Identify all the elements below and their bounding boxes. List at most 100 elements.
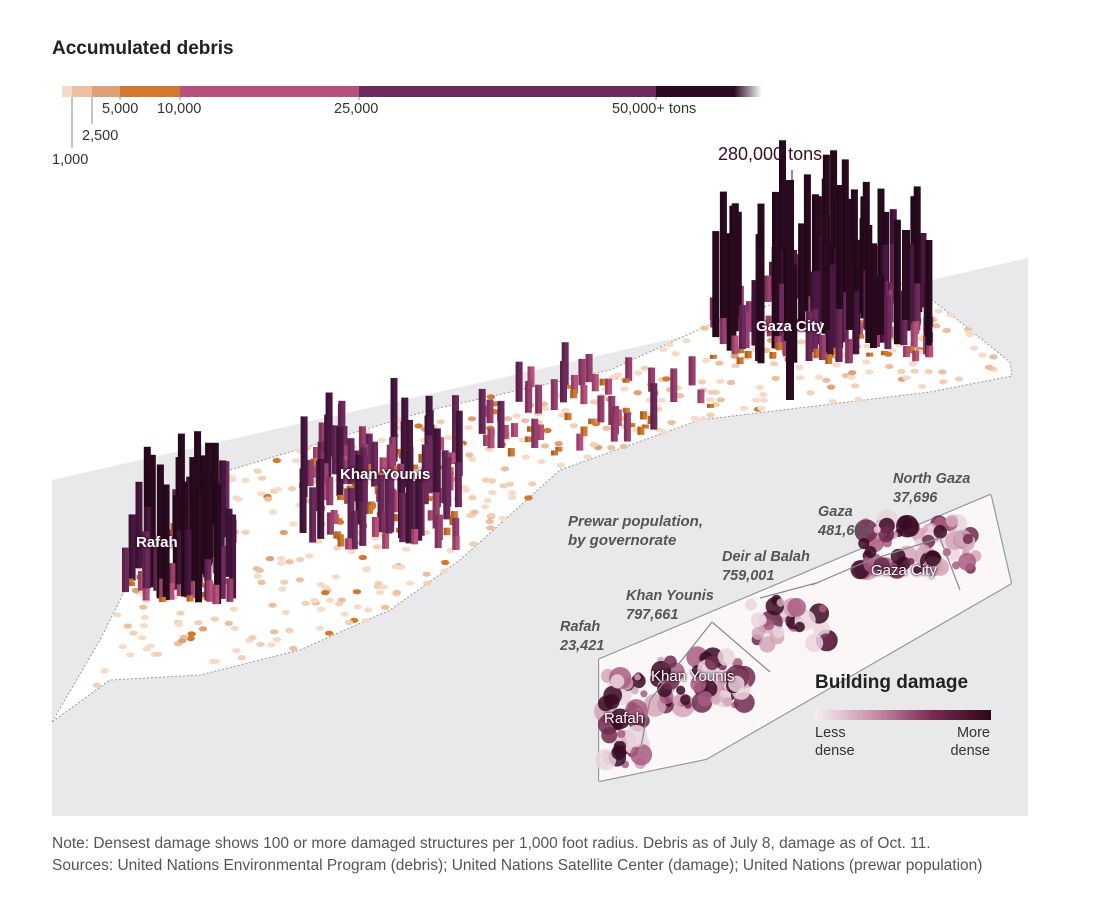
debris-bar-shade: [347, 488, 351, 539]
hexbin: [139, 623, 148, 629]
debris-bar-shade: [318, 422, 322, 460]
hexbin: [314, 538, 323, 545]
debris-bar-shade: [507, 448, 511, 457]
debris-bar: [212, 584, 220, 605]
legend-tick-label: 5,000: [102, 101, 139, 117]
hexbin: [270, 629, 279, 635]
debris-bar-shade: [625, 357, 629, 381]
strip-shape: [51, 281, 1013, 723]
hexbin: [885, 363, 894, 370]
debris-bar-shade: [204, 475, 208, 581]
gov-north-gaza: North Gaza 37,696: [893, 470, 970, 508]
hexbin: [902, 375, 911, 381]
debris-bar-shade: [432, 502, 436, 529]
debris-bar: [324, 414, 332, 496]
damage-more-label: More dense: [930, 724, 990, 760]
more-line2: dense: [950, 743, 990, 759]
damage-blob: [919, 543, 926, 550]
hexbin: [969, 345, 979, 351]
hexbin: [281, 609, 290, 616]
hexbin: [848, 370, 857, 376]
hexbin: [697, 379, 707, 385]
hexbin: [508, 494, 517, 500]
less-line2: dense: [815, 743, 855, 759]
hexbin: [295, 577, 305, 583]
damage-blob: [873, 557, 890, 574]
debris-bar: [337, 539, 345, 547]
hexbin: [540, 443, 550, 449]
map-label-gaza-city: Gaza City: [756, 318, 825, 335]
damage-blob: [717, 648, 735, 666]
hexbin: [289, 521, 298, 527]
debris-bar: [744, 350, 752, 359]
hexbin: [954, 376, 964, 382]
hexbin: [583, 454, 592, 460]
debris-bar-shade: [346, 485, 350, 490]
debris-bar-shade: [551, 450, 554, 456]
damage-blob: [664, 655, 677, 669]
debris-bar: [219, 460, 227, 538]
debris-bar: [550, 379, 558, 411]
debris-bar-shade: [560, 361, 563, 403]
hexbin: [423, 580, 432, 586]
hexbin: [942, 327, 951, 334]
debris-bar-shade: [347, 438, 351, 485]
debris-bar-shade: [903, 345, 906, 358]
debris-bar-shade: [731, 335, 735, 355]
hexbin: [557, 412, 567, 418]
debris-bar-shade: [769, 352, 773, 359]
debris-bar: [845, 338, 853, 364]
hexbin: [353, 604, 362, 610]
debris-spike: [876, 275, 884, 335]
hexbin: [392, 589, 401, 596]
damage-blob: [610, 674, 625, 689]
debris-bar-shade: [709, 354, 713, 359]
debris-bar: [382, 533, 390, 549]
debris-bar-shade: [912, 350, 916, 362]
debris-bar: [142, 588, 150, 601]
hexbin: [317, 606, 326, 612]
debris-bar: [925, 240, 933, 357]
debris-bar-shade: [910, 329, 914, 348]
debris-bar: [779, 140, 786, 302]
hexbin: [700, 325, 709, 331]
inset-label-gaza-city: Gaza City: [871, 562, 937, 579]
debris-bar-shade: [845, 338, 849, 364]
debris-bar-shade: [168, 563, 172, 591]
damage-gradient-bar: [815, 710, 991, 720]
damage-blob: [616, 729, 626, 739]
debris-bar: [189, 490, 197, 594]
debris-bar-shade: [418, 453, 422, 463]
debris-bar-shade: [211, 471, 215, 564]
damage-blob: [625, 699, 648, 722]
damage-blob: [945, 514, 959, 527]
debris-bar-shade: [648, 367, 652, 392]
debris-bar: [926, 345, 934, 358]
debris-bar: [452, 536, 460, 550]
debris-bar-shade: [811, 194, 815, 306]
hexbin: [176, 610, 185, 616]
hexbin: [938, 369, 947, 375]
debris-bar-shade: [333, 534, 337, 539]
legend-tick-label: 50,000+ tons: [612, 101, 697, 117]
debris-bar: [190, 581, 198, 599]
debris-bar-shade: [647, 415, 651, 424]
debris-bar-shade: [324, 414, 328, 496]
hexbin: [257, 579, 266, 586]
hexbin: [237, 655, 246, 661]
hexbin: [464, 425, 473, 431]
damage-blob: [701, 665, 722, 686]
debris-bar: [819, 334, 826, 360]
debris-bar: [366, 464, 374, 474]
debris-bar: [585, 354, 593, 383]
damage-blob: [728, 675, 745, 692]
debris-bar-shade: [880, 351, 884, 356]
debris-bar: [919, 233, 927, 308]
debris-bar: [454, 462, 462, 508]
debris-bar: [225, 508, 233, 577]
inset-caption-line1: Prewar population,: [568, 513, 704, 530]
debris-bar: [177, 530, 185, 594]
debris-bar: [737, 349, 745, 354]
hexbin: [917, 383, 927, 390]
